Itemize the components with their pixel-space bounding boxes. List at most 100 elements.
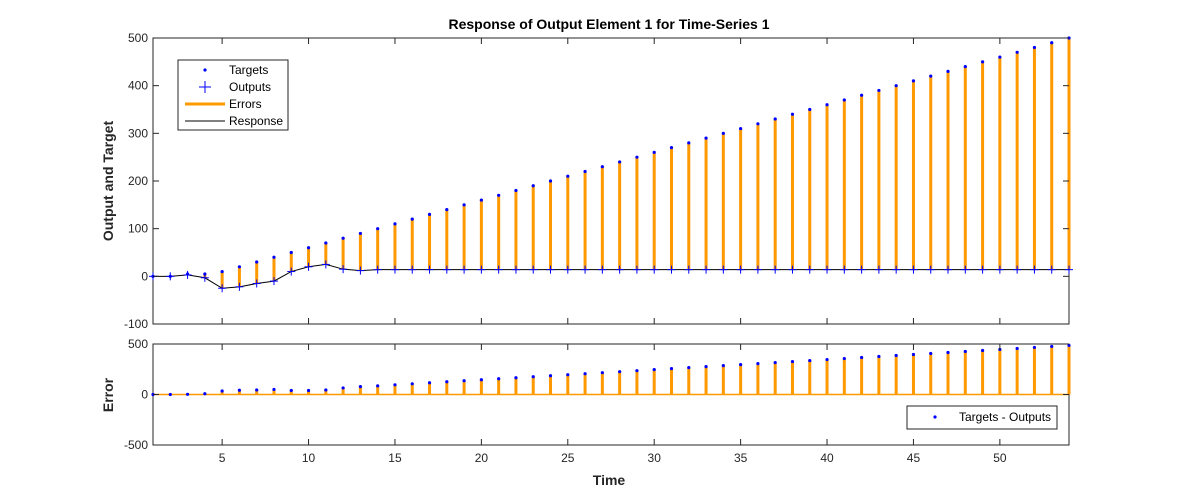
error-point	[393, 383, 397, 387]
response-plot-area	[152, 37, 1070, 325]
x-tick-label: 10	[302, 451, 316, 465]
error-point	[618, 370, 622, 374]
output-point	[1030, 265, 1039, 274]
output-point	[598, 265, 607, 274]
target-point	[445, 208, 449, 212]
target-point	[514, 188, 518, 193]
output-point	[373, 265, 382, 274]
output-points	[149, 260, 1073, 293]
x-axis-label: Time	[593, 472, 626, 488]
output-point	[805, 265, 814, 274]
target-point	[911, 79, 916, 83]
output-point	[581, 265, 590, 274]
output-point	[736, 265, 745, 274]
output-point	[339, 265, 348, 274]
target-point	[980, 60, 985, 64]
error-point	[669, 367, 674, 371]
error-point	[324, 388, 328, 392]
x-tick-label: 15	[388, 451, 402, 465]
output-point	[702, 265, 711, 274]
output-point	[995, 265, 1004, 274]
target-point	[618, 160, 622, 164]
output-point	[771, 265, 780, 274]
error-point	[514, 376, 518, 380]
target-point	[600, 165, 604, 169]
target-point	[721, 131, 725, 135]
error-point	[220, 389, 224, 393]
target-point	[860, 93, 864, 97]
error-point	[929, 351, 933, 356]
y-tick-label: 200	[128, 174, 148, 188]
error-point	[376, 384, 380, 388]
legend-errors-label: Errors	[229, 97, 262, 111]
error-point	[548, 374, 553, 378]
output-point	[874, 265, 883, 274]
error-point	[566, 373, 570, 377]
output-point	[961, 265, 970, 274]
error-point	[497, 377, 501, 381]
x-tick-label: 25	[561, 451, 575, 465]
output-point	[615, 265, 624, 274]
output-point	[529, 265, 538, 274]
target-point	[808, 107, 812, 112]
response-panel: -100 0 100 200 300 400 500 Output and Target T…	[100, 31, 1073, 331]
y-tick-label: 500	[128, 31, 148, 45]
output-point	[166, 272, 175, 281]
target-point	[341, 236, 345, 240]
target-point	[998, 55, 1002, 59]
target-point	[237, 265, 242, 269]
legend-outputs-label: Outputs	[229, 80, 271, 94]
y-tick-label: 300	[128, 126, 148, 140]
target-point	[479, 198, 483, 202]
error-y-axis-label: Error	[100, 377, 116, 412]
output-point	[650, 265, 659, 274]
output-point	[563, 265, 572, 274]
output-point	[356, 266, 365, 275]
error-y-ticks: -500 0 500	[124, 337, 1069, 452]
target-point	[306, 246, 311, 250]
target-point	[704, 136, 708, 140]
output-point	[1013, 265, 1022, 274]
legend-targets-marker	[203, 68, 207, 72]
output-point	[442, 265, 451, 274]
target-point	[946, 69, 950, 73]
error-point	[756, 361, 760, 366]
error-point	[739, 363, 743, 367]
output-point	[944, 265, 953, 274]
x-tick-label: 40	[820, 451, 834, 465]
target-point	[324, 241, 328, 245]
target-point	[1050, 41, 1054, 45]
output-point	[840, 265, 849, 274]
error-point	[237, 388, 242, 392]
target-point	[894, 84, 898, 88]
x-tick-label: 20	[475, 451, 489, 465]
error-point	[255, 388, 259, 392]
error-point	[911, 352, 916, 357]
target-point	[773, 117, 777, 121]
legend-outputs-marker	[199, 81, 211, 93]
error-point	[808, 358, 812, 363]
response-legend-box	[177, 59, 289, 131]
output-point	[1065, 265, 1073, 274]
target-point	[497, 193, 501, 197]
target-point	[410, 217, 414, 221]
error-point	[479, 378, 483, 382]
error-point	[427, 381, 432, 385]
error-point	[946, 350, 950, 355]
output-point	[425, 265, 434, 274]
target-point	[929, 74, 933, 78]
chart-title: Response of Output Element 1 for Time-Se…	[448, 16, 769, 32]
target-point	[566, 174, 570, 178]
error-point	[635, 369, 639, 373]
error-point	[721, 364, 725, 368]
error-point	[203, 392, 207, 396]
output-point	[287, 267, 296, 276]
output-point	[667, 265, 676, 274]
error-point	[185, 392, 190, 396]
error-point	[773, 360, 777, 365]
target-point	[963, 65, 967, 69]
target-point	[825, 103, 829, 107]
error-point	[652, 368, 656, 372]
